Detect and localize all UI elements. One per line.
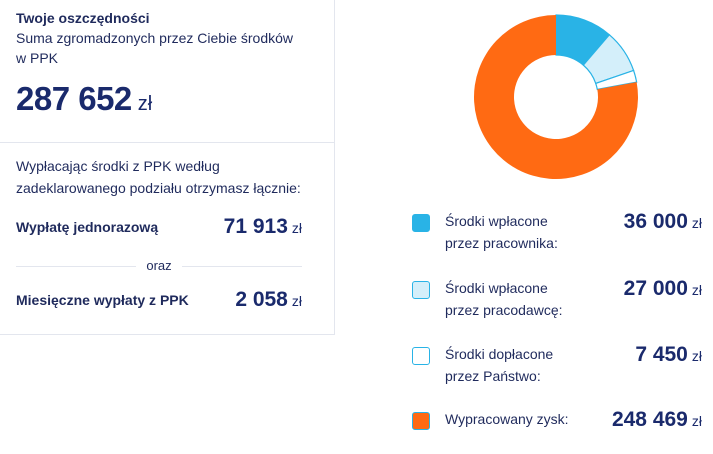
legend-swatch-state bbox=[412, 347, 430, 365]
savings-title: Twoje oszczędności bbox=[16, 10, 150, 26]
lump-sum-currency: zł bbox=[291, 220, 302, 236]
legend-label-employer: Środki wpłacone przez pracodawcę: bbox=[445, 280, 563, 318]
legend-amount-employee: 36 000 zł bbox=[624, 210, 702, 234]
monthly-amount: 2 058 zł bbox=[235, 288, 302, 312]
donut-chart bbox=[474, 14, 638, 179]
legend-value-employee: 36 000 bbox=[623, 210, 688, 233]
legend-amount-employer: 27 000 zł bbox=[624, 277, 702, 301]
legend-currency-employee: zł bbox=[691, 215, 702, 231]
legend-label-state: Środki dopłacone przez Państwo: bbox=[445, 346, 554, 384]
legend-item-employee: Środki wpłacone przez pracownika: 36 000… bbox=[412, 210, 702, 254]
legend-currency-employer: zł bbox=[691, 282, 702, 298]
legend-swatch-employee bbox=[412, 214, 430, 232]
savings-panel: Twoje oszczędności Suma zgromadzonych pr… bbox=[0, 0, 335, 335]
legend-swatch-profit bbox=[412, 412, 430, 430]
divider bbox=[0, 142, 334, 143]
legend-value-state: 7 450 bbox=[635, 343, 688, 366]
lump-sum-value: 71 913 bbox=[223, 215, 288, 238]
legend-item-employer: Środki wpłacone przez pracodawcę: 27 000… bbox=[412, 277, 702, 321]
savings-total: 287 652 zł bbox=[16, 80, 316, 118]
legend-label-employee: Środki wpłacone przez pracownika: bbox=[445, 213, 558, 251]
legend-label-profit: Wypracowany zysk: bbox=[445, 411, 569, 427]
lump-sum-amount: 71 913 zł bbox=[224, 215, 302, 239]
lump-sum-label: Wypłatę jednorazową bbox=[16, 219, 159, 235]
legend-amount-profit: 248 469 zł bbox=[612, 408, 702, 432]
or-separator: oraz bbox=[16, 258, 302, 274]
monthly-value: 2 058 bbox=[235, 288, 288, 311]
monthly-label: Miesięczne wypłaty z PPK bbox=[16, 292, 189, 308]
legend-currency-profit: zł bbox=[691, 413, 702, 429]
legend-currency-state: zł bbox=[691, 348, 702, 364]
payout-intro: Wypłacając środki z PPK według zadeklaro… bbox=[16, 158, 301, 196]
savings-summary: Twoje oszczędności Suma zgromadzonych pr… bbox=[16, 9, 316, 118]
savings-total-value: 287 652 bbox=[16, 80, 132, 117]
savings-subtitle: Suma zgromadzonych przez Ciebie środków … bbox=[16, 30, 294, 66]
legend-amount-state: 7 450 zł bbox=[635, 343, 702, 367]
donut-slice-profit bbox=[474, 15, 638, 179]
or-line-left bbox=[16, 266, 136, 267]
savings-total-currency: zł bbox=[137, 93, 153, 115]
monthly-row: Miesięczne wypłaty z PPK 2 058 zł bbox=[16, 288, 302, 312]
legend-swatch-employer bbox=[412, 281, 430, 299]
legend-value-employer: 27 000 bbox=[623, 277, 688, 300]
or-line-right bbox=[182, 266, 302, 267]
legend-value-profit: 248 469 bbox=[611, 408, 688, 431]
legend-item-profit: Wypracowany zysk: 248 469 zł bbox=[412, 408, 702, 452]
lump-sum-row: Wypłatę jednorazową 71 913 zł bbox=[16, 215, 302, 239]
monthly-currency: zł bbox=[291, 293, 302, 309]
legend-item-state: Środki dopłacone przez Państwo: 7 450 zł bbox=[412, 343, 702, 387]
or-text: oraz bbox=[146, 258, 172, 273]
